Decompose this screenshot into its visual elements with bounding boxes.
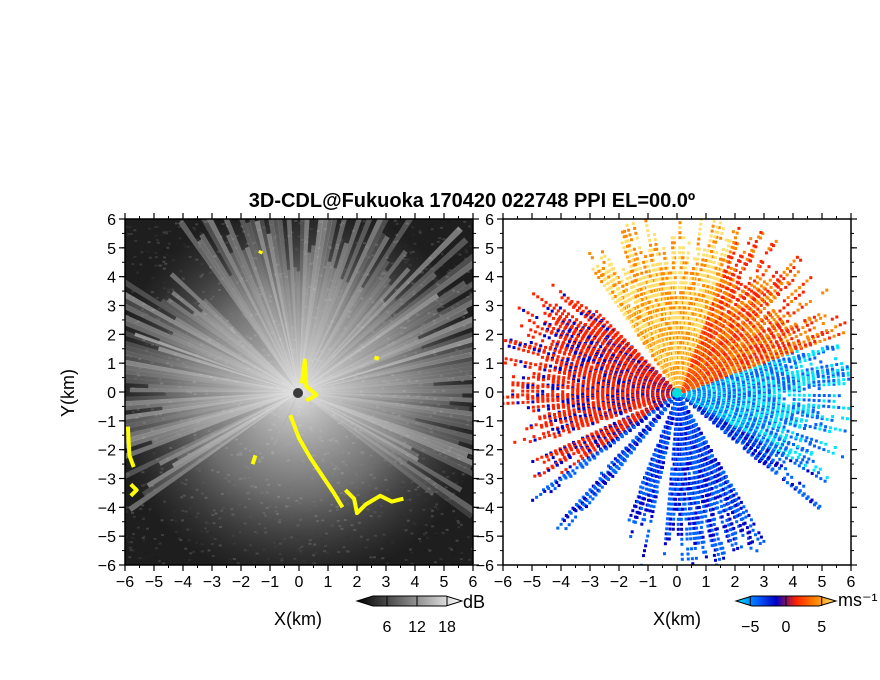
y-tick-label: 5 [485, 241, 494, 258]
x-tick-label: 1 [324, 574, 333, 591]
x-tick-label: 1 [702, 574, 711, 591]
y-tick-label: 0 [107, 385, 116, 402]
x-tick-label: −6 [116, 574, 134, 591]
y-tick-label: 3 [485, 299, 494, 316]
y-tick-label: −4 [476, 500, 494, 517]
x-tick-label: −4 [552, 574, 570, 591]
y-tick-label: 0 [485, 385, 494, 402]
snr-beam-sector [125, 219, 473, 565]
x-tick-label: −3 [581, 574, 599, 591]
velocity-colorbar: −5 0 5 ms⁻¹ [734, 590, 878, 636]
x-tick-label: −2 [610, 574, 628, 591]
y-tick-label: −6 [98, 558, 116, 575]
velocity-panel: −6 −5 −4 −3 −2 −1 0 1 2 3 4 5 6 6 5 4 3 2 1 0 −1 −2 −3 −4 −5 −6 X… [476, 212, 857, 629]
snr-axes: −6 −5 −4 −3 −2 −1 0 1 2 3 4 5 6 6 5 4 3 2 1 0 −1 −2 −3 −4 −5 −6 [98, 212, 479, 591]
x-tick-label: −1 [261, 574, 279, 591]
x-tick-label: 2 [353, 574, 362, 591]
velocity-colorbar-unit: ms⁻¹ [838, 590, 878, 610]
x-tick-label: 3 [382, 574, 391, 591]
y-tick-label: 1 [107, 356, 116, 373]
colorbar-tick-label: 18 [438, 619, 456, 636]
x-tick-label: 3 [760, 574, 769, 591]
snr-colorbar: 6 12 18 dB [355, 592, 485, 636]
x-tick-label: 4 [789, 574, 798, 591]
y-tick-label: −6 [476, 558, 494, 575]
snr-colorbar-unit: dB [463, 592, 485, 612]
colorbar-tick-label: −5 [741, 619, 759, 636]
y-tick-label: −2 [98, 443, 116, 460]
y-tick-label: −2 [476, 443, 494, 460]
velocity-axes: −6 −5 −4 −3 −2 −1 0 1 2 3 4 5 6 6 5 4 3 2 1 0 −1 −2 −3 −4 −5 −6 [476, 212, 857, 591]
y-tick-label: −1 [476, 414, 494, 431]
y-tick-label: 4 [485, 270, 494, 287]
snr-x-axis-label: X(km) [274, 609, 322, 629]
y-tick-label: 6 [107, 212, 116, 229]
snr-panel: −6 −5 −4 −3 −2 −1 0 1 2 3 4 5 6 6 5 4 3 2 1 0 −1 −2 −3 −4 −5 −6 X… [58, 212, 479, 629]
y-tick-label: −1 [98, 414, 116, 431]
y-tick-label: 2 [485, 327, 494, 344]
velocity-field [503, 219, 851, 565]
x-tick-label: 5 [818, 574, 827, 591]
snr-colorbar-ticks: 6 12 18 [383, 596, 456, 636]
x-tick-label: −1 [639, 574, 657, 591]
y-tick-label: 1 [485, 356, 494, 373]
x-tick-label: −4 [174, 574, 192, 591]
y-tick-label: −4 [98, 500, 116, 517]
y-tick-label: −5 [98, 529, 116, 546]
snr-colorbar-bar [355, 595, 464, 607]
colorbar-tick-label: 6 [383, 619, 392, 636]
x-tick-label: −5 [145, 574, 163, 591]
y-tick-label: 3 [107, 299, 116, 316]
x-tick-label: 0 [295, 574, 304, 591]
x-tick-label: −2 [232, 574, 250, 591]
x-tick-label: −5 [523, 574, 541, 591]
velocity-colorbar-ticks: −5 0 5 [741, 596, 826, 636]
x-tick-label: 2 [731, 574, 740, 591]
x-tick-label: 5 [440, 574, 449, 591]
y-tick-label: 2 [107, 327, 116, 344]
y-tick-label: 4 [107, 270, 116, 287]
colorbar-tick-label: 0 [782, 619, 791, 636]
snr-flag-overlay [125, 249, 404, 516]
y-tick-label: −5 [476, 529, 494, 546]
colorbar-tick-label: 12 [408, 619, 426, 636]
x-tick-label: −6 [494, 574, 512, 591]
radar-site-marker-velocity [672, 388, 682, 398]
colorbar-tick-label: 5 [817, 619, 826, 636]
x-tick-label: 6 [469, 574, 478, 591]
x-tick-label: −3 [203, 574, 221, 591]
snr-y-axis-label: Y(km) [58, 369, 78, 417]
y-tick-label: −3 [98, 472, 116, 489]
radar-site-marker [293, 388, 303, 398]
y-tick-label: −3 [476, 472, 494, 489]
y-tick-label: 6 [485, 212, 494, 229]
velocity-x-axis-label: X(km) [653, 609, 701, 629]
y-tick-label: 5 [107, 241, 116, 258]
x-tick-label: 0 [673, 574, 682, 591]
x-tick-label: 4 [411, 574, 420, 591]
figure-title: 3D-CDL@Fukuoka 170420 022748 PPI EL=00.0… [249, 190, 695, 212]
x-tick-label: 6 [847, 574, 856, 591]
